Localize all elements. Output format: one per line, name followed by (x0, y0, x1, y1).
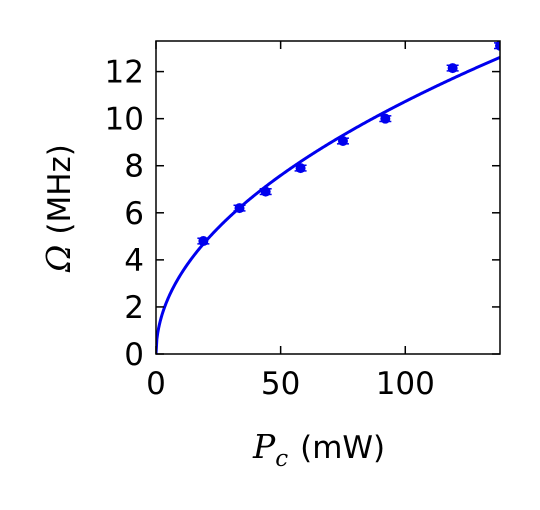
y-tick-label: 6 (124, 196, 144, 232)
data-point-marker (447, 63, 458, 74)
data-point-marker (295, 163, 306, 174)
x-axis-symbol: P (252, 427, 276, 466)
data-point (446, 63, 459, 74)
data-point (379, 113, 392, 124)
data-point-marker (337, 136, 348, 147)
x-axis-subscript: c (275, 446, 288, 472)
data-point (494, 41, 500, 51)
y-axis-ticks: 0 2 4 6 8 10 12 (105, 55, 500, 373)
y-axis-label: Ω (MHz) (39, 144, 78, 273)
data-point-marker (380, 113, 391, 124)
x-axis-ticks: 0 50 100 (146, 41, 435, 402)
y-tick-label: 12 (105, 55, 144, 91)
data-point-marker (495, 41, 500, 51)
y-axis-symbol: Ω (39, 245, 78, 273)
y-tick-label: 2 (124, 290, 144, 326)
x-tick-label: 50 (261, 366, 300, 402)
x-axis-unit: (mW) (300, 430, 385, 466)
fit-curve-layer (156, 55, 500, 354)
data-point-marker (198, 236, 209, 247)
data-point (336, 136, 349, 147)
y-axis-unit: (MHz) (42, 144, 78, 235)
y-tick-label: 8 (124, 149, 144, 185)
y-tick-label: 10 (105, 102, 144, 138)
data-point (233, 203, 246, 214)
data-point (197, 236, 210, 247)
data-points-layer (197, 41, 500, 247)
plot-frame (155, 40, 501, 355)
x-axis-label: Pc (mW) (252, 427, 385, 472)
fit-curve (156, 55, 500, 354)
data-point (294, 163, 307, 174)
x-tick-label: 0 (146, 366, 166, 402)
data-point (259, 186, 272, 197)
y-tick-label: 4 (124, 243, 144, 279)
data-point-marker (260, 186, 271, 197)
data-point-marker (234, 203, 245, 214)
x-tick-label: 100 (376, 366, 435, 402)
y-tick-label: 0 (124, 337, 144, 373)
